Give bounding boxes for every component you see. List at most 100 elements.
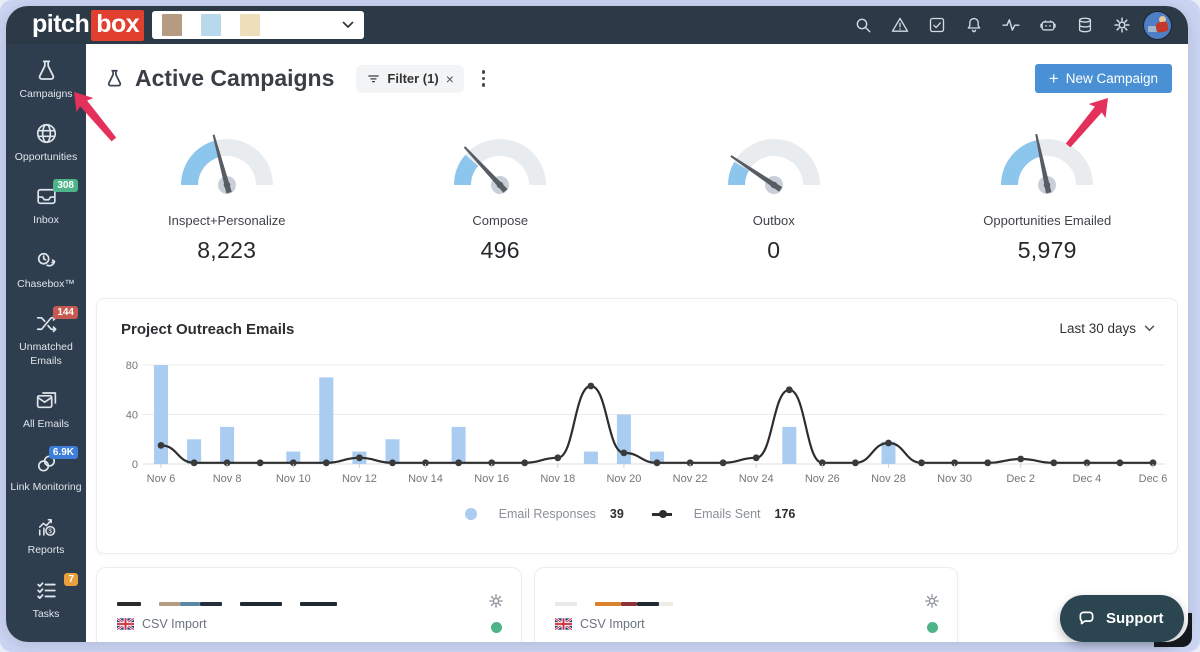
gauge-value: 8,223	[197, 237, 257, 263]
import-source-label: CSV Import	[580, 617, 645, 631]
svg-text:40: 40	[126, 410, 138, 422]
sidebar-item-tasks[interactable]: 7 Tasks	[8, 572, 84, 621]
legend-label: Emails Sent	[693, 507, 761, 521]
unmatched-emails-badge: 144	[53, 305, 78, 319]
sidebar-item-label: Campaigns	[19, 88, 73, 100]
gauge-label: Outbox	[752, 213, 795, 228]
uk-flag-icon	[555, 618, 572, 630]
gauge-dial	[727, 139, 820, 194]
gauge-label: Opportunities Emailed	[983, 213, 1112, 228]
svg-text:Nov 20: Nov 20	[606, 473, 641, 485]
top-bar: pitch box	[6, 6, 1188, 44]
campaign-color-swatch-3	[240, 14, 260, 36]
sidebar-item-opportunities[interactable]: Opportunities	[8, 121, 84, 164]
svg-text:0: 0	[132, 459, 138, 471]
sidebar-item-all-emails[interactable]: All Emails	[8, 388, 84, 431]
user-avatar[interactable]	[1143, 11, 1172, 40]
svg-text:80: 80	[126, 360, 138, 372]
gauge-dial	[180, 134, 273, 194]
legend-label: Email Responses	[498, 507, 596, 521]
tasks-icon	[34, 578, 59, 603]
filter-close-icon[interactable]: ×	[445, 70, 454, 87]
gauge-label: Compose	[472, 213, 529, 228]
activity-icon[interactable]	[1001, 15, 1021, 35]
gauge-outbox: Outbox 0	[637, 123, 911, 264]
support-button[interactable]: Support	[1060, 595, 1184, 642]
header-kebab-menu[interactable]	[476, 66, 492, 91]
campaign-card[interactable]: CSV Import	[96, 567, 522, 642]
svg-text:Dec 6: Dec 6	[1139, 473, 1167, 485]
sidebar-item-unmatched-emails[interactable]: 144 Unmatched Emails	[8, 305, 84, 368]
sidebar-item-label: Chasebox™	[17, 277, 75, 290]
sidebar-item-chasebox[interactable]: Chasebox™	[8, 248, 84, 291]
redacted-campaign-title	[555, 602, 939, 606]
sidebar-item-link-monitoring[interactable]: 6.9K Link Monitoring	[8, 446, 84, 494]
svg-text:Dec 4: Dec 4	[1073, 473, 1102, 485]
card-settings-gear-icon[interactable]	[487, 592, 505, 610]
app-window: pitch box	[6, 6, 1188, 642]
plus-icon: +	[1048, 69, 1059, 88]
campaign-card[interactable]: CSV Import	[534, 567, 958, 642]
filter-label: Filter (1)	[387, 71, 439, 86]
sidebar-item-label: Unmatched Emails	[19, 340, 73, 367]
bot-icon[interactable]	[1038, 15, 1058, 35]
campaign-color-swatch-2	[201, 14, 221, 36]
check-square-icon[interactable]	[927, 15, 947, 35]
sidebar-item-label: Reports	[27, 544, 65, 557]
svg-text:Nov 12: Nov 12	[342, 473, 377, 485]
date-range-dropdown[interactable]: Last 30 days	[1059, 321, 1155, 336]
svg-text:Nov 18: Nov 18	[540, 473, 575, 485]
filter-chip[interactable]: Filter (1) ×	[356, 64, 464, 93]
emails-sent-marker	[651, 510, 672, 518]
new-campaign-label: New Campaign	[1065, 71, 1158, 86]
svg-text:Nov 6: Nov 6	[147, 473, 176, 485]
pitchbox-logo[interactable]: pitch box	[32, 9, 145, 41]
svg-text:Nov 8: Nov 8	[213, 473, 242, 485]
outreach-chart: 0 40 80 Nov 6 Nov 8 Nov 10 Nov 12 Nov 14 Nov 16 N…	[126, 360, 1167, 485]
svg-text:Nov 22: Nov 22	[673, 473, 708, 485]
logo-text-pitch: pitch	[32, 9, 90, 38]
campaign-selector-dropdown[interactable]	[152, 11, 364, 39]
flask-icon	[104, 68, 125, 89]
chevron-down-icon	[1144, 325, 1155, 332]
link-monitoring-badge: 6.9K	[48, 446, 78, 460]
sidebar-item-inbox[interactable]: 308 Inbox	[8, 179, 84, 227]
alert-triangle-icon[interactable]	[890, 15, 910, 35]
globe-icon	[34, 121, 59, 146]
uk-flag-icon	[117, 618, 134, 630]
svg-text:Nov 16: Nov 16	[474, 473, 509, 485]
svg-text:Nov 10: Nov 10	[276, 473, 311, 485]
project-outreach-card: Project Outreach Emails Last 30 days 0 40…	[96, 298, 1178, 554]
legend-value: 39	[609, 507, 624, 521]
sidebar-item-label: Opportunities	[14, 151, 78, 164]
chart-legend: Email Responses 39 Emails Sent 176	[97, 507, 1177, 521]
page-header: Active Campaigns Filter (1) × + New Camp…	[86, 44, 1188, 93]
reports-icon	[34, 514, 59, 539]
campaign-color-swatch-1	[162, 14, 182, 36]
sidebar-item-reports[interactable]: Reports	[8, 514, 84, 557]
email-responses-marker	[464, 508, 477, 520]
page-title: Active Campaigns	[135, 65, 335, 91]
new-campaign-button[interactable]: + New Campaign	[1034, 64, 1172, 93]
settings-gear-icon[interactable]	[1112, 15, 1132, 35]
card-settings-gear-icon[interactable]	[923, 592, 941, 610]
sidebar-item-label: Inbox	[33, 214, 59, 227]
chart-title: Project Outreach Emails	[121, 321, 295, 338]
bell-icon[interactable]	[964, 15, 984, 35]
gauge-dial	[1001, 133, 1094, 194]
search-icon[interactable]	[853, 15, 873, 35]
stage-gauges: Inspect+Personalize 8,223 Compose 496 Ou…	[86, 123, 1188, 264]
gauge-inspect-personalize: Inspect+Personalize 8,223	[90, 123, 364, 264]
status-dot	[490, 622, 502, 633]
chat-bubble-icon	[1076, 608, 1097, 629]
filter-icon	[366, 71, 381, 86]
sidebar-item-campaigns[interactable]: Campaigns	[8, 58, 84, 101]
database-icon[interactable]	[1075, 15, 1095, 35]
gauge-dial	[454, 139, 547, 194]
topbar-icon-group	[853, 6, 1132, 44]
flask-icon	[34, 58, 59, 83]
date-range-label: Last 30 days	[1059, 321, 1136, 336]
legend-value: 176	[774, 507, 796, 521]
gauge-compose: Compose 496	[364, 123, 638, 264]
